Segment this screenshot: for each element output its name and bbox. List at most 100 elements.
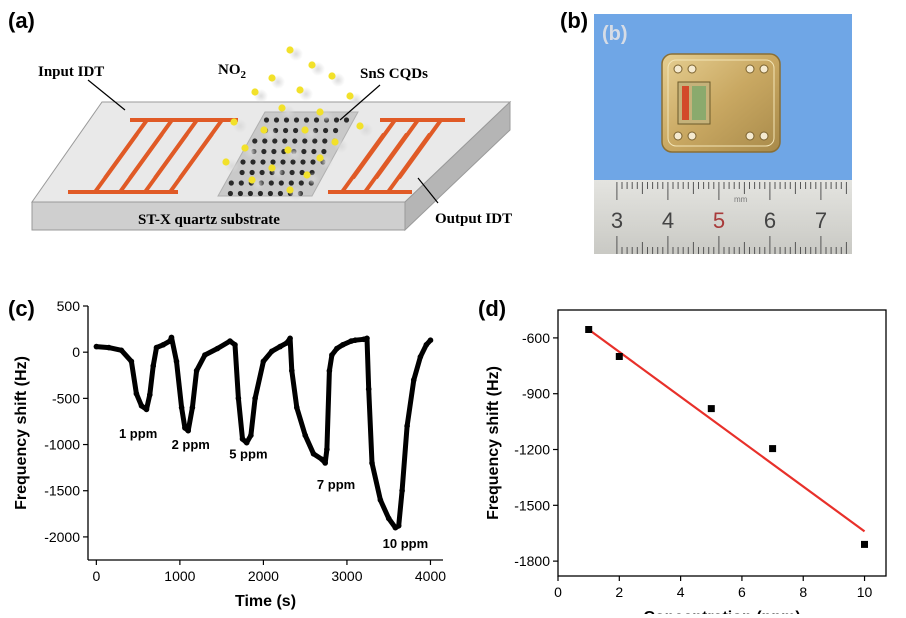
cqd-dot — [273, 117, 280, 123]
response-point — [202, 352, 208, 358]
sensor-package — [661, 53, 781, 153]
package-rim — [667, 59, 775, 147]
cqd-dot — [278, 180, 284, 186]
concentration-annotation: 1 ppm — [119, 426, 157, 441]
response-point — [289, 367, 295, 374]
y-tick-label: -1000 — [44, 437, 80, 453]
response-points — [93, 334, 434, 531]
no2-molecule — [268, 164, 276, 172]
cqd-dot — [322, 138, 328, 144]
cqd-dot — [227, 190, 233, 197]
no2-molecule — [241, 144, 249, 152]
cqd-dot — [299, 169, 305, 176]
cqd-dot — [303, 117, 310, 123]
chip-electrode-green — [692, 86, 706, 120]
cqd-dot — [259, 169, 265, 176]
response-point — [235, 395, 242, 402]
response-point — [365, 386, 372, 392]
cqd-dot — [283, 127, 289, 134]
response-point — [160, 342, 166, 348]
input-idt — [68, 118, 238, 194]
response-point — [324, 446, 330, 452]
cqd-dot — [310, 159, 316, 165]
no2-molecule — [251, 88, 259, 96]
response-point — [239, 436, 246, 442]
cqd-label: SnS CQDs — [360, 66, 428, 82]
ruler-number: 7 — [815, 208, 827, 233]
x-tick-label: 8 — [799, 584, 807, 600]
cqd-dot — [280, 159, 286, 165]
cqd-dot — [313, 117, 320, 123]
response-point — [417, 354, 424, 360]
no2-label: NO2 — [218, 62, 247, 81]
response-point — [227, 338, 233, 344]
cqd-dot — [260, 159, 266, 165]
response-point — [310, 451, 317, 457]
cqd-dot — [263, 117, 270, 123]
concentration-annotation: 7 ppm — [317, 477, 355, 492]
response-point — [377, 497, 384, 503]
ruler-unit: mm — [734, 195, 748, 204]
cqd-dot — [257, 190, 263, 197]
no2-molecule — [248, 176, 256, 184]
response-point — [189, 404, 196, 411]
response-point — [302, 432, 309, 439]
input-idt-label: Input IDT — [38, 64, 104, 80]
cqd-dot — [277, 190, 283, 197]
response-point — [118, 347, 125, 354]
response-point — [128, 358, 135, 365]
no2-molecule — [331, 138, 339, 146]
response-point — [340, 342, 346, 348]
cqd-dot — [300, 159, 306, 165]
photo-inner-label: (b) — [602, 23, 628, 45]
ruler-number: 6 — [764, 208, 776, 233]
response-point — [138, 403, 145, 409]
no2-molecule — [328, 72, 336, 80]
response-point — [168, 334, 175, 341]
response-point — [214, 345, 221, 352]
cqd-dot — [267, 190, 273, 197]
no2-molecule — [230, 118, 238, 126]
response-point — [404, 423, 410, 429]
y-tick-label: -2000 — [44, 529, 80, 545]
response-point — [153, 344, 160, 351]
response-point — [147, 391, 153, 398]
x-tick-label: 4 — [677, 584, 685, 600]
cqd-dot — [247, 190, 253, 197]
response-point — [322, 460, 329, 466]
frequency-time-chart: 0 1000 2000 3000 40005000-500-1000-1500-2000… — [13, 298, 446, 610]
response-point — [395, 523, 402, 529]
response-point — [193, 367, 200, 374]
response-point — [427, 337, 434, 343]
response-point — [248, 432, 254, 439]
package-pins — [673, 64, 769, 141]
saw-device-schematic: Input IDT NO2 SnS CQDs Output IDT ST-X q… — [31, 46, 512, 232]
calibration-points — [585, 326, 868, 548]
cqd-dot — [268, 180, 274, 186]
panel-c-label: (c) — [8, 296, 35, 321]
response-point — [133, 390, 140, 397]
cqd-dot — [282, 138, 288, 144]
response-point — [329, 352, 335, 358]
cqd-dot — [249, 169, 255, 176]
response-point — [334, 345, 340, 352]
response-point — [243, 439, 250, 446]
plot-border — [557, 309, 887, 577]
ruler-number: 4 — [662, 208, 674, 233]
no2-molecule — [316, 108, 324, 116]
cqd-dot — [239, 169, 245, 176]
response-point — [185, 427, 191, 434]
frequency-concentration-chart: 0 2 4 6 8 10 -600 -900 -1200 -1500 -1800 Concentrat… — [485, 309, 887, 614]
no2-molecule — [356, 122, 364, 130]
concentration-annotation: 2 ppm — [172, 437, 210, 452]
y-tick-label: -500 — [52, 390, 80, 406]
ruler — [594, 180, 852, 254]
chip-electrode-red — [682, 86, 689, 120]
cqd-dot — [301, 148, 307, 155]
cqd-dot — [333, 117, 340, 123]
ruler-number: 5 — [713, 208, 725, 233]
response-point — [277, 343, 283, 350]
cqd-dot — [298, 180, 304, 186]
no2-molecule — [308, 61, 316, 69]
cqd-dot — [333, 127, 339, 134]
